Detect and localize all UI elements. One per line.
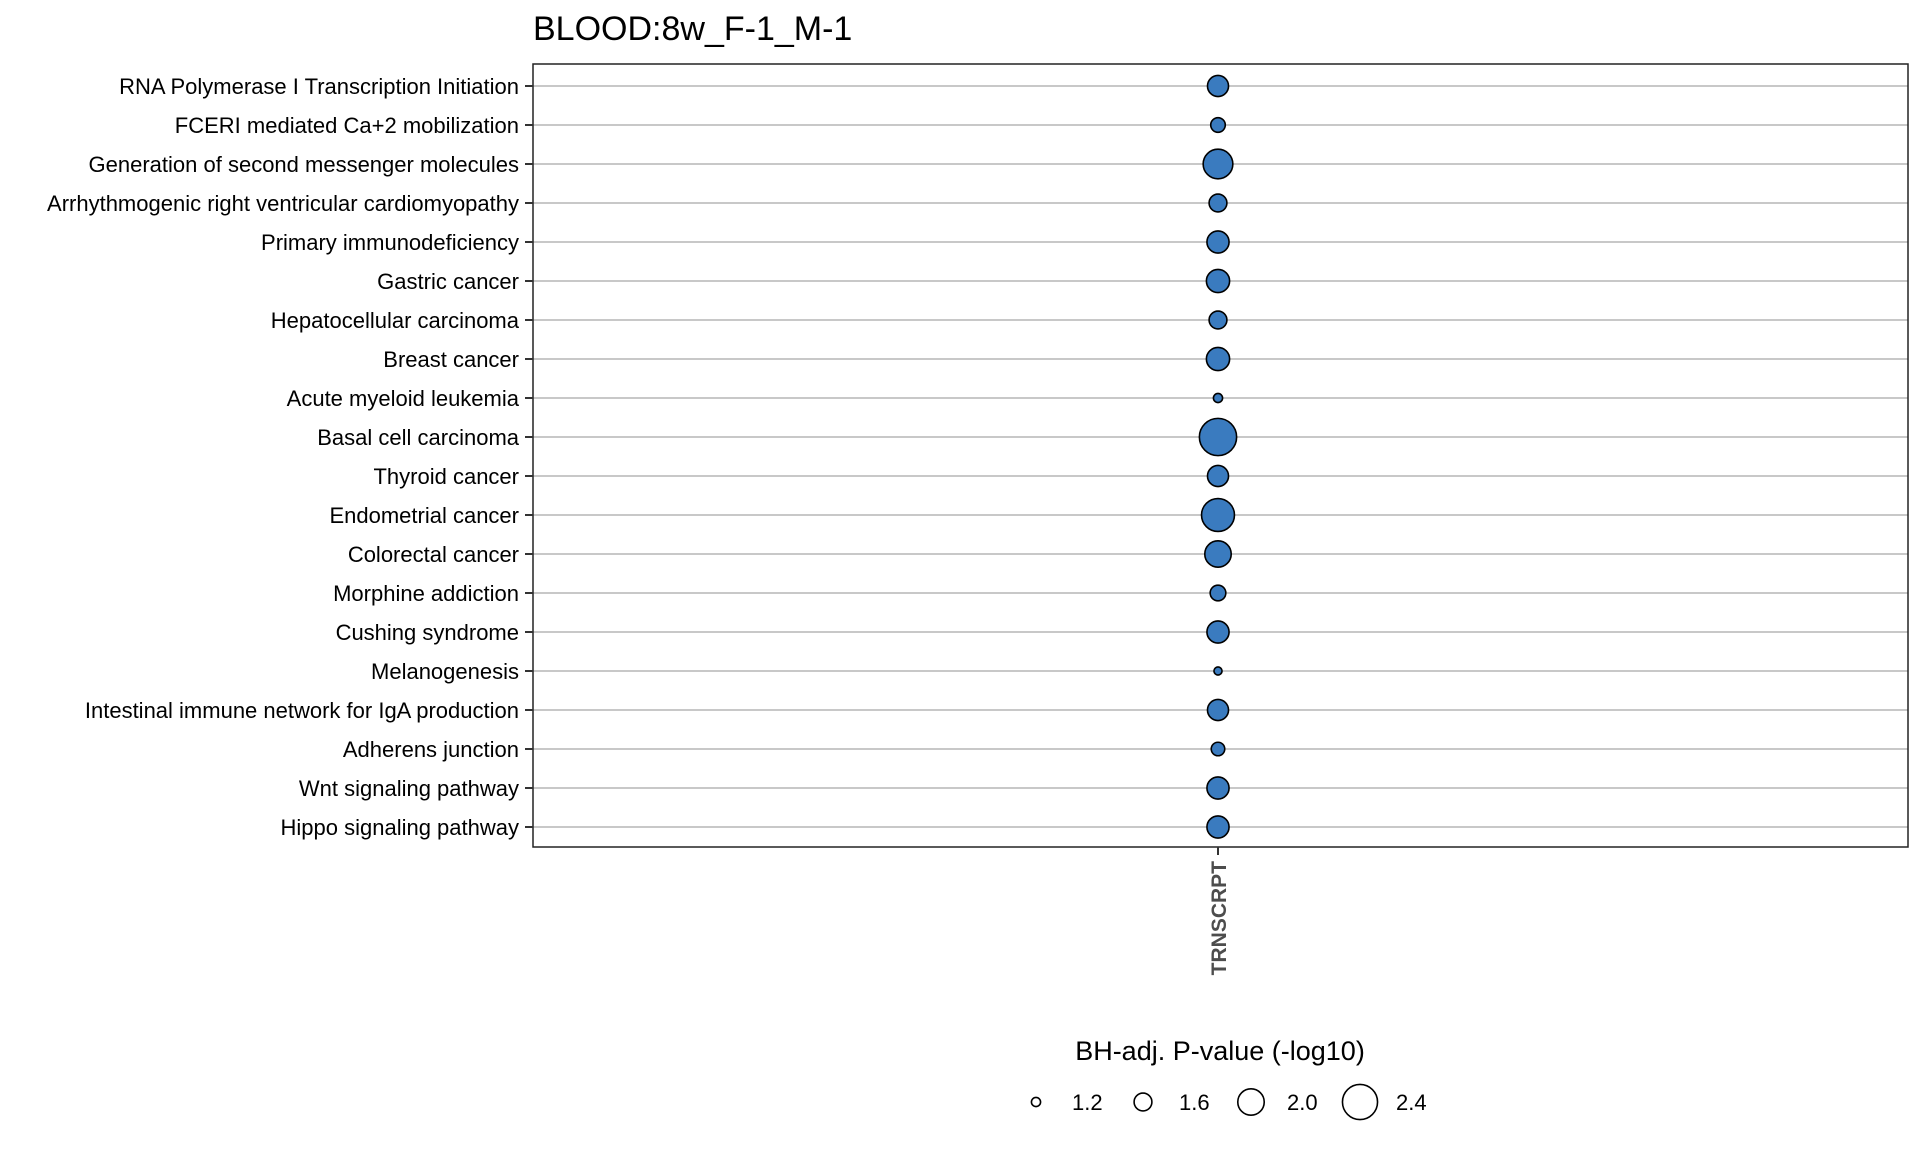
y-tick-label: Intestinal immune network for IgA produc… <box>85 698 519 723</box>
legend-label: 1.2 <box>1072 1090 1103 1115</box>
y-tick-label: Adherens junction <box>343 737 519 762</box>
data-point <box>1210 741 1226 757</box>
data-point <box>1206 815 1230 839</box>
data-point <box>1203 539 1233 569</box>
data-point <box>1206 698 1230 722</box>
legend-key <box>1133 1092 1153 1112</box>
y-tick-label: Basal cell carcinoma <box>317 425 520 450</box>
legend-label: 2.0 <box>1287 1090 1318 1115</box>
y-tick-label: Colorectal cancer <box>348 542 519 567</box>
y-tick-label: Thyroid cancer <box>373 464 519 489</box>
y-tick-label: Endometrial cancer <box>329 503 519 528</box>
data-point <box>1206 464 1230 488</box>
legend-key <box>1030 1096 1042 1108</box>
legend-key <box>1236 1087 1266 1117</box>
y-tick-label: Breast cancer <box>383 347 519 372</box>
data-point <box>1200 497 1236 533</box>
y-tick-label: Melanogenesis <box>371 659 519 684</box>
data-point <box>1206 74 1230 98</box>
y-tick-label: Hepatocellular carcinoma <box>271 308 520 333</box>
legend-label: 2.4 <box>1396 1090 1427 1115</box>
legend-key <box>1341 1083 1379 1121</box>
data-point <box>1206 620 1230 644</box>
y-tick-label: RNA Polymerase I Transcription Initiatio… <box>119 74 519 99</box>
y-tick-label: Gastric cancer <box>377 269 519 294</box>
chart-title: BLOOD:8w_F-1_M-1 <box>533 10 852 48</box>
legend-title: BH-adj. P-value (-log10) <box>1075 1036 1365 1066</box>
y-tick-label: Generation of second messenger molecules <box>89 152 519 177</box>
x-axis: TRNSCRPT <box>1208 847 1231 975</box>
y-tick-label: Wnt signaling pathway <box>299 776 519 801</box>
size-legend: BH-adj. P-value (-log10) 1.2 1.6 2.0 2.4 <box>1030 1036 1427 1121</box>
y-axis: RNA Polymerase I Transcription Initiatio… <box>47 74 533 840</box>
data-point <box>1205 268 1231 294</box>
data-point <box>1202 148 1234 180</box>
legend-label: 1.6 <box>1179 1090 1210 1115</box>
legend-items: 1.2 1.6 2.0 2.4 <box>1030 1083 1427 1121</box>
y-tick-label: Cushing syndrome <box>336 620 519 645</box>
y-tick-label: FCERI mediated Ca+2 mobilization <box>175 113 519 138</box>
data-points <box>1198 74 1238 839</box>
data-point <box>1208 310 1228 330</box>
data-point <box>1208 193 1228 213</box>
y-tick-label: Hippo signaling pathway <box>281 815 520 840</box>
y-tick-label: Arrhythmogenic right ventricular cardiom… <box>47 191 519 216</box>
data-point <box>1205 346 1231 372</box>
y-tick-label: Morphine addiction <box>333 581 519 606</box>
plot-panel <box>532 63 1909 848</box>
data-point <box>1198 417 1238 457</box>
data-point <box>1209 116 1227 134</box>
y-tick-label: Primary immunodeficiency <box>261 230 519 255</box>
data-point <box>1206 230 1230 254</box>
data-point <box>1206 776 1230 800</box>
x-tick-label: TRNSCRPT <box>1208 861 1231 976</box>
data-point <box>1212 392 1224 404</box>
data-point <box>1213 666 1223 676</box>
data-point <box>1209 584 1227 602</box>
y-tick-label: Acute myeloid leukemia <box>287 386 520 411</box>
